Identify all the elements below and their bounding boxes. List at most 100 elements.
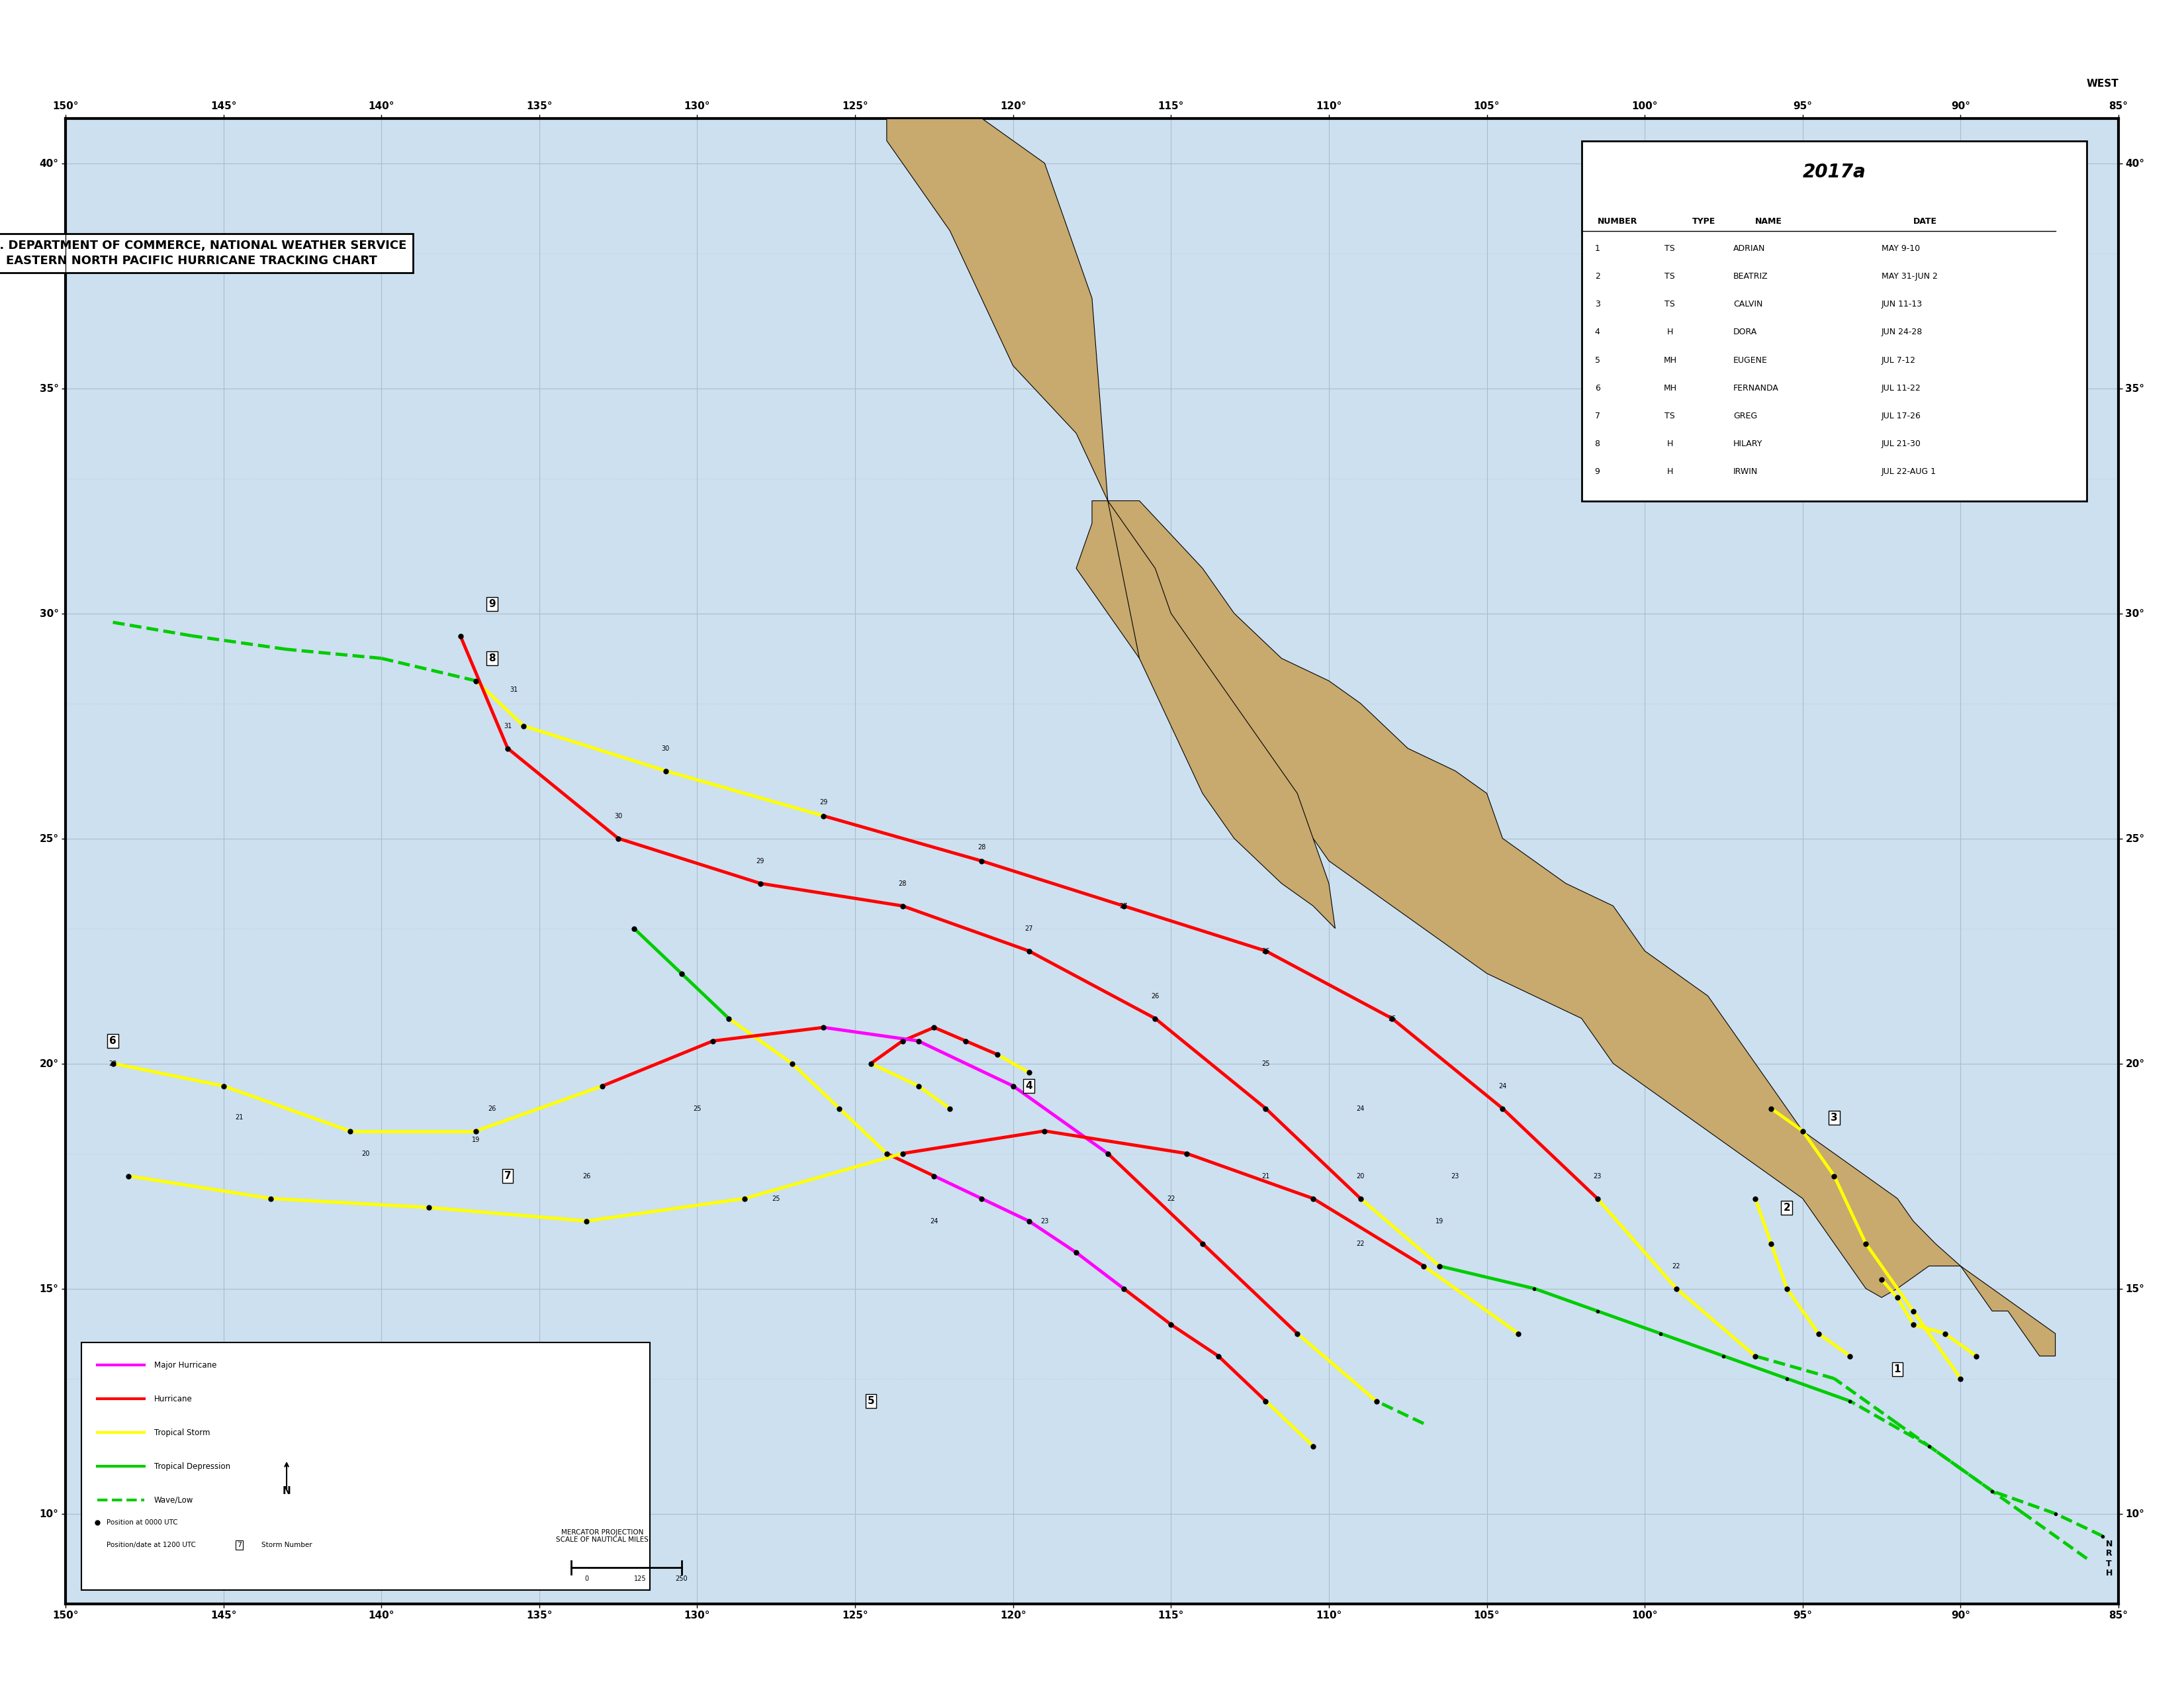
Text: MAY 9-10: MAY 9-10	[1883, 245, 1920, 253]
Text: WEST: WEST	[2086, 79, 2118, 88]
Text: TS: TS	[1664, 300, 1675, 309]
Text: Position/date at 1200 UTC: Position/date at 1200 UTC	[107, 1541, 197, 1548]
Text: 24: 24	[930, 1217, 939, 1224]
Text: JUL 17-26: JUL 17-26	[1883, 412, 1922, 420]
Text: JUL 7-12: JUL 7-12	[1883, 356, 1915, 365]
Text: TYPE: TYPE	[1693, 218, 1714, 226]
Text: Wave/Low: Wave/Low	[153, 1496, 192, 1504]
Text: Tropical Depression: Tropical Depression	[153, 1462, 229, 1470]
Text: 23: 23	[1450, 1173, 1459, 1180]
Text: JUN 24-28: JUN 24-28	[1883, 327, 1922, 336]
Text: 8: 8	[1594, 439, 1601, 447]
Text: 250: 250	[675, 1577, 688, 1582]
Text: Hurricane: Hurricane	[153, 1394, 192, 1403]
Text: Position at 0000 UTC: Position at 0000 UTC	[107, 1519, 177, 1526]
Text: 31: 31	[505, 722, 511, 729]
Bar	[1581, 140, 2088, 501]
Text: Major Hurricane: Major Hurricane	[153, 1361, 216, 1369]
Text: GREG: GREG	[1734, 412, 1758, 420]
Text: 29: 29	[819, 798, 828, 805]
Text: JUL 21-30: JUL 21-30	[1883, 439, 1922, 447]
Text: BEATRIZ: BEATRIZ	[1734, 272, 1769, 280]
Text: 25: 25	[692, 1106, 701, 1112]
Text: 23: 23	[1594, 1173, 1601, 1180]
Text: 21: 21	[1262, 1173, 1269, 1180]
Text: 19: 19	[472, 1136, 480, 1143]
Text: EUGENE: EUGENE	[1734, 356, 1767, 365]
Text: 30: 30	[662, 744, 670, 751]
Text: HILARY: HILARY	[1734, 439, 1762, 447]
Text: 5: 5	[1594, 356, 1601, 365]
Text: TS: TS	[1664, 245, 1675, 253]
Text: NUMBER: NUMBER	[1597, 218, 1638, 226]
Text: 25: 25	[771, 1195, 780, 1202]
Text: 22: 22	[109, 1060, 118, 1067]
Text: 4: 4	[1594, 327, 1601, 336]
Text: 24: 24	[1356, 1106, 1365, 1112]
Text: 9: 9	[489, 599, 496, 609]
Text: MAY 31-JUN 2: MAY 31-JUN 2	[1883, 272, 1937, 280]
Text: 19: 19	[1435, 1217, 1444, 1224]
Text: 1: 1	[1594, 245, 1601, 253]
Text: Tropical Storm: Tropical Storm	[153, 1428, 210, 1436]
Text: JUL 11-22: JUL 11-22	[1883, 383, 1922, 392]
Text: 22: 22	[1356, 1241, 1365, 1247]
Text: 29: 29	[756, 858, 764, 864]
Text: FERNANDA: FERNANDA	[1734, 383, 1778, 392]
Text: JUN 11-13: JUN 11-13	[1883, 300, 1922, 309]
Text: 3: 3	[1830, 1112, 1837, 1123]
Text: H: H	[1666, 468, 1673, 476]
Text: N: N	[282, 1485, 290, 1496]
Text: TS: TS	[1664, 272, 1675, 280]
Text: MH: MH	[1664, 356, 1677, 365]
Polygon shape	[887, 118, 1107, 501]
Text: 2017a: 2017a	[1802, 164, 1865, 182]
Text: 24: 24	[1498, 1082, 1507, 1089]
Text: U.S. DEPARTMENT OF COMMERCE, NATIONAL WEATHER SERVICE
EASTERN NORTH PACIFIC HURR: U.S. DEPARTMENT OF COMMERCE, NATIONAL WE…	[0, 240, 406, 267]
Text: 2: 2	[1784, 1202, 1791, 1212]
Text: 2: 2	[1594, 272, 1601, 280]
Text: 22: 22	[1166, 1195, 1175, 1202]
Text: 7: 7	[1594, 412, 1601, 420]
Text: Storm Number: Storm Number	[262, 1541, 312, 1548]
Text: 20: 20	[363, 1150, 369, 1156]
Text: 8: 8	[489, 653, 496, 663]
Text: 30: 30	[614, 812, 622, 819]
Text: 23: 23	[1040, 1217, 1048, 1224]
Text: 20: 20	[1356, 1173, 1365, 1180]
Text: 9: 9	[1594, 468, 1601, 476]
Text: 28: 28	[898, 879, 906, 886]
Text: 26: 26	[583, 1173, 590, 1180]
Text: CALVIN: CALVIN	[1734, 300, 1762, 309]
Polygon shape	[1077, 501, 2055, 1355]
Text: 7: 7	[505, 1171, 511, 1182]
Text: 6: 6	[109, 1036, 116, 1047]
Text: 31: 31	[509, 687, 518, 694]
Text: 26: 26	[487, 1106, 496, 1112]
Text: 26: 26	[1151, 993, 1160, 999]
Text: 26: 26	[1262, 947, 1269, 954]
Text: 0: 0	[585, 1577, 590, 1582]
Text: JUL 22-AUG 1: JUL 22-AUG 1	[1883, 468, 1937, 476]
Polygon shape	[1107, 501, 1334, 928]
Text: N
R
T
H: N R T H	[2105, 1539, 2112, 1578]
Text: DATE: DATE	[1913, 218, 1937, 226]
Text: 4: 4	[1024, 1080, 1033, 1090]
Text: DORA: DORA	[1734, 327, 1758, 336]
Text: 27: 27	[1024, 925, 1033, 932]
Text: 27: 27	[1120, 903, 1127, 910]
Text: MH: MH	[1664, 383, 1677, 392]
Text: 6: 6	[1594, 383, 1601, 392]
Text: IRWIN: IRWIN	[1734, 468, 1758, 476]
Text: 3: 3	[1594, 300, 1601, 309]
Text: NAME: NAME	[1756, 218, 1782, 226]
Text: H: H	[1666, 439, 1673, 447]
Text: TS: TS	[1664, 412, 1675, 420]
Bar	[81, 1342, 651, 1590]
Text: 5: 5	[867, 1396, 874, 1406]
Text: 22: 22	[1673, 1263, 1679, 1269]
Text: 1: 1	[1894, 1364, 1900, 1374]
Text: 21: 21	[236, 1114, 242, 1121]
Text: 125: 125	[633, 1577, 646, 1582]
Text: 7: 7	[236, 1541, 242, 1548]
